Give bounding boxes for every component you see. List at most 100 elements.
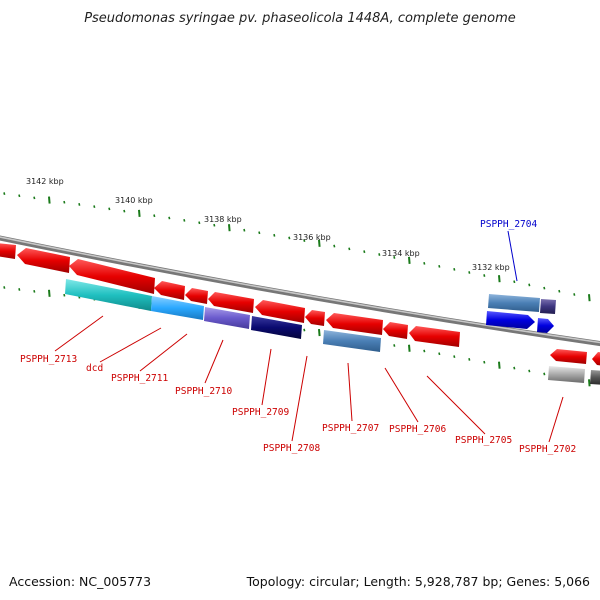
scale-tick: [483, 274, 486, 277]
scale-tick: [453, 355, 456, 358]
gene-arrow[interactable]: [185, 288, 208, 304]
scale-tick: [33, 289, 36, 293]
leader-line: [291, 355, 308, 442]
gene-arrow[interactable]: [69, 259, 155, 294]
leader-line: [139, 333, 188, 372]
gene-arrow[interactable]: [17, 248, 70, 273]
scale-tick: [498, 361, 501, 369]
scale-tick: [588, 379, 591, 387]
scale-tick: [513, 280, 516, 284]
scale-tick: [393, 256, 396, 259]
scale-tick: [483, 360, 486, 364]
scale-tick: [273, 233, 276, 237]
scale-tick: [453, 268, 456, 271]
scale-tick: [48, 196, 51, 204]
gene-label-pspph-2704[interactable]: PSPPH_2704: [480, 219, 537, 230]
gene-label-pspph-2709[interactable]: PSPPH_2709: [232, 407, 289, 418]
scale-tick: [3, 286, 6, 289]
gene-block[interactable]: [65, 279, 152, 311]
gene-arrow[interactable]: [383, 322, 408, 339]
gene-arrow[interactable]: [154, 281, 185, 300]
scale-tick: [363, 250, 366, 254]
gene-label-pspph-2702[interactable]: PSPPH_2702: [519, 444, 576, 455]
leader-line: [426, 375, 486, 435]
gene-block[interactable]: [540, 299, 556, 314]
scale-tick: [183, 218, 186, 222]
gene-arrow[interactable]: [0, 243, 16, 259]
leader-line: [384, 367, 419, 423]
scale-tick: [303, 328, 306, 332]
gene-label-pspph-2706[interactable]: PSPPH_2706: [389, 424, 446, 435]
gene-arrow[interactable]: [326, 313, 383, 335]
scale-tick: [528, 369, 531, 373]
scale-tick: [468, 271, 471, 274]
scale-tick: [168, 216, 171, 220]
colored-genes: [65, 279, 600, 385]
leader-line: [347, 362, 353, 422]
scale-tick: [228, 224, 231, 232]
gene-block[interactable]: [488, 294, 540, 312]
gene-labels: PSPPH_2704 PSPPH_2713 dcd PSPPH_2711 PSP…: [20, 219, 576, 455]
kbp-label-3132: 3132 kbp: [472, 263, 510, 272]
gene-arrow[interactable]: [486, 311, 535, 329]
gene-arrow[interactable]: [208, 292, 254, 313]
gene-label-pspph-2711[interactable]: PSPPH_2711: [111, 373, 168, 384]
scale-tick: [138, 209, 141, 217]
scale-tick: [423, 261, 426, 265]
scale-tick: [378, 253, 381, 256]
scale-tick: [303, 239, 306, 243]
scale-tick: [123, 209, 126, 213]
gene-arrow[interactable]: [409, 326, 460, 347]
scale-tick: [108, 207, 111, 211]
gene-label-dcd[interactable]: dcd: [86, 363, 103, 374]
gene-arrow[interactable]: [537, 318, 554, 333]
scale-tick: [408, 344, 411, 352]
scale-tick: [288, 236, 291, 240]
scale-tick: [393, 344, 396, 347]
genome-backbone-highlight: [0, 236, 600, 344]
scale-tick: [258, 231, 261, 235]
gene-block[interactable]: [590, 370, 600, 385]
genome-title: Pseudomonas syringae pv. phaseolicola 14…: [84, 11, 516, 26]
leader-line: [204, 339, 224, 384]
gene-arrow[interactable]: [550, 349, 587, 364]
leader-line: [54, 315, 104, 352]
gene-arrow[interactable]: [255, 300, 305, 323]
scale-tick: [213, 223, 216, 227]
leader-line: [99, 327, 162, 363]
scale-tick: [153, 214, 156, 218]
gene-block[interactable]: [323, 330, 381, 352]
scale-tick: [318, 239, 321, 247]
gene-label-pspph-2710[interactable]: PSPPH_2710: [175, 386, 232, 397]
kbp-label-3136: 3136 kbp: [293, 233, 331, 242]
scale-tick: [423, 349, 426, 353]
gene-block[interactable]: [548, 366, 585, 383]
kbp-label-3138: 3138 kbp: [204, 215, 242, 224]
scale-tick: [3, 192, 6, 195]
gene-block[interactable]: [251, 316, 302, 339]
scale-tick: [333, 244, 336, 248]
scale-tick: [513, 366, 516, 370]
gene-arrow[interactable]: [305, 310, 325, 326]
leader-line: [548, 396, 564, 443]
gene-block[interactable]: [204, 307, 250, 329]
gene-block[interactable]: [151, 296, 204, 320]
accession-text: Accession: NC_005773: [9, 574, 151, 589]
scale-tick: [318, 328, 321, 337]
gene-label-pspph-2705[interactable]: PSPPH_2705: [455, 435, 512, 446]
gene-arrow[interactable]: [592, 352, 600, 366]
scale-tick: [543, 372, 546, 376]
genome-backbone: [0, 235, 600, 347]
scale-tick: [18, 288, 21, 291]
scale-tick: [93, 205, 96, 209]
gene-label-pspph-2707[interactable]: PSPPH_2707: [322, 423, 379, 434]
forward-strand-genes: [0, 243, 600, 366]
scale-tick: [48, 289, 51, 297]
kbp-label-3134: 3134 kbp: [382, 249, 420, 258]
kbp-label-3140: 3140 kbp: [115, 196, 153, 205]
gene-label-pspph-2708[interactable]: PSPPH_2708: [263, 443, 320, 454]
scale-tick: [18, 194, 21, 198]
gene-label-pspph-2713[interactable]: PSPPH_2713: [20, 354, 77, 365]
